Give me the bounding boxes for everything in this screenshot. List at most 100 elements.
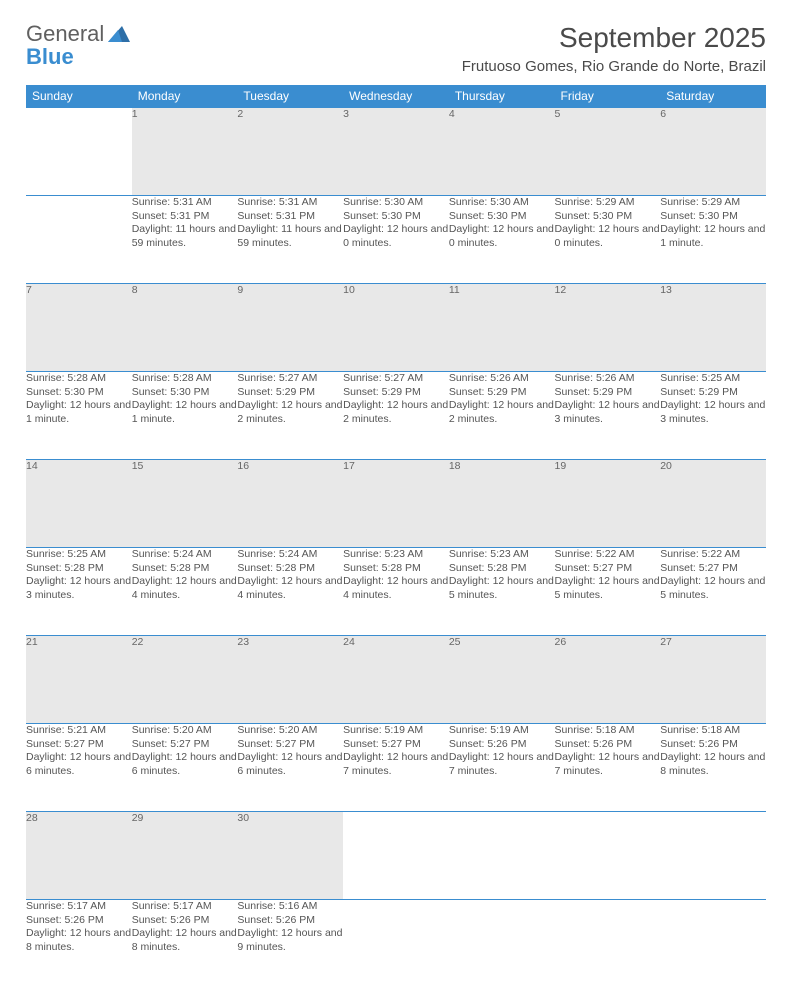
sunset-text: Sunset: 5:30 PM [343,210,449,224]
sunrise-text: Sunrise: 5:28 AM [132,372,238,386]
sunset-text: Sunset: 5:30 PM [555,210,661,224]
day-content-cell: Sunrise: 5:31 AMSunset: 5:31 PMDaylight:… [237,196,343,284]
header: General Blue September 2025 Frutuoso Gom… [26,22,766,75]
daylight-text: Daylight: 12 hours and 6 minutes. [132,751,238,778]
sunset-text: Sunset: 5:28 PM [237,562,343,576]
day-content-cell: Sunrise: 5:17 AMSunset: 5:26 PMDaylight:… [26,900,132,988]
day-number-cell: 6 [660,108,766,196]
calendar-body: 123456 Sunrise: 5:31 AMSunset: 5:31 PMDa… [26,108,766,988]
sunrise-text: Sunrise: 5:19 AM [343,724,449,738]
day-content-cell: Sunrise: 5:18 AMSunset: 5:26 PMDaylight:… [660,724,766,812]
day-number-cell: 15 [132,460,238,548]
sunset-text: Sunset: 5:26 PM [660,738,766,752]
daylight-text: Daylight: 12 hours and 1 minute. [660,223,766,250]
day-content-cell: Sunrise: 5:22 AMSunset: 5:27 PMDaylight:… [555,548,661,636]
day-content-cell: Sunrise: 5:27 AMSunset: 5:29 PMDaylight:… [343,372,449,460]
sunset-text: Sunset: 5:27 PM [237,738,343,752]
sunset-text: Sunset: 5:30 PM [449,210,555,224]
sunset-text: Sunset: 5:26 PM [26,914,132,928]
day-number-cell: 20 [660,460,766,548]
sunrise-text: Sunrise: 5:29 AM [555,196,661,210]
day-number-cell: 16 [237,460,343,548]
sunrise-text: Sunrise: 5:20 AM [237,724,343,738]
day-number-cell: 5 [555,108,661,196]
sunset-text: Sunset: 5:31 PM [237,210,343,224]
daylight-text: Daylight: 12 hours and 3 minutes. [555,399,661,426]
day-number-cell: 18 [449,460,555,548]
day-number-cell: 3 [343,108,449,196]
sunrise-text: Sunrise: 5:31 AM [237,196,343,210]
day-content-cell: Sunrise: 5:26 AMSunset: 5:29 PMDaylight:… [449,372,555,460]
sunrise-text: Sunrise: 5:29 AM [660,196,766,210]
day-content-cell: Sunrise: 5:25 AMSunset: 5:28 PMDaylight:… [26,548,132,636]
day-content-cell: Sunrise: 5:19 AMSunset: 5:26 PMDaylight:… [449,724,555,812]
day-content-cell: Sunrise: 5:29 AMSunset: 5:30 PMDaylight:… [555,196,661,284]
sunrise-text: Sunrise: 5:20 AM [132,724,238,738]
day-number-cell: 30 [237,812,343,900]
daylight-text: Daylight: 12 hours and 8 minutes. [132,927,238,954]
sunrise-text: Sunrise: 5:22 AM [660,548,766,562]
sunrise-text: Sunrise: 5:19 AM [449,724,555,738]
sunset-text: Sunset: 5:27 PM [555,562,661,576]
day-content-cell: Sunrise: 5:23 AMSunset: 5:28 PMDaylight:… [343,548,449,636]
day-content-cell: Sunrise: 5:20 AMSunset: 5:27 PMDaylight:… [237,724,343,812]
day-number-cell [343,812,449,900]
day-content-cell: Sunrise: 5:17 AMSunset: 5:26 PMDaylight:… [132,900,238,988]
sunset-text: Sunset: 5:28 PM [449,562,555,576]
day-number-cell: 17 [343,460,449,548]
sunrise-text: Sunrise: 5:24 AM [237,548,343,562]
day-content-cell: Sunrise: 5:24 AMSunset: 5:28 PMDaylight:… [237,548,343,636]
calendar-table: Sunday Monday Tuesday Wednesday Thursday… [26,85,766,988]
day-number-cell: 4 [449,108,555,196]
daylight-text: Daylight: 12 hours and 7 minutes. [343,751,449,778]
sunset-text: Sunset: 5:30 PM [132,386,238,400]
sunrise-text: Sunrise: 5:30 AM [343,196,449,210]
sunrise-text: Sunrise: 5:24 AM [132,548,238,562]
daylight-text: Daylight: 12 hours and 3 minutes. [26,575,132,602]
week-number-row: 123456 [26,108,766,196]
sunset-text: Sunset: 5:26 PM [132,914,238,928]
sunset-text: Sunset: 5:31 PM [132,210,238,224]
daylight-text: Daylight: 12 hours and 4 minutes. [343,575,449,602]
day-content-cell: Sunrise: 5:30 AMSunset: 5:30 PMDaylight:… [343,196,449,284]
day-header: Tuesday [237,85,343,108]
sunrise-text: Sunrise: 5:27 AM [237,372,343,386]
sunset-text: Sunset: 5:28 PM [26,562,132,576]
day-number-cell: 2 [237,108,343,196]
daylight-text: Daylight: 12 hours and 7 minutes. [555,751,661,778]
sunrise-text: Sunrise: 5:16 AM [237,900,343,914]
sunrise-text: Sunrise: 5:21 AM [26,724,132,738]
sunset-text: Sunset: 5:29 PM [449,386,555,400]
day-number-cell: 7 [26,284,132,372]
sunset-text: Sunset: 5:27 PM [343,738,449,752]
day-number-cell [660,812,766,900]
sunset-text: Sunset: 5:29 PM [660,386,766,400]
day-content-cell: Sunrise: 5:28 AMSunset: 5:30 PMDaylight:… [26,372,132,460]
day-number-cell: 29 [132,812,238,900]
daylight-text: Daylight: 12 hours and 0 minutes. [555,223,661,250]
month-title: September 2025 [462,22,766,54]
day-number-cell: 14 [26,460,132,548]
sunrise-text: Sunrise: 5:25 AM [660,372,766,386]
day-content-cell: Sunrise: 5:16 AMSunset: 5:26 PMDaylight:… [237,900,343,988]
daylight-text: Daylight: 11 hours and 59 minutes. [132,223,238,250]
day-header: Friday [555,85,661,108]
daylight-text: Daylight: 12 hours and 3 minutes. [660,399,766,426]
day-content-cell: Sunrise: 5:23 AMSunset: 5:28 PMDaylight:… [449,548,555,636]
day-content-cell: Sunrise: 5:26 AMSunset: 5:29 PMDaylight:… [555,372,661,460]
day-content-cell [555,900,661,988]
day-header: Wednesday [343,85,449,108]
sunrise-text: Sunrise: 5:25 AM [26,548,132,562]
day-number-cell: 12 [555,284,661,372]
title-block: September 2025 Frutuoso Gomes, Rio Grand… [462,22,766,75]
daylight-text: Daylight: 12 hours and 1 minute. [132,399,238,426]
day-number-cell: 22 [132,636,238,724]
daylight-text: Daylight: 12 hours and 8 minutes. [26,927,132,954]
day-number-cell: 27 [660,636,766,724]
day-number-cell: 24 [343,636,449,724]
sunset-text: Sunset: 5:27 PM [660,562,766,576]
sunrise-text: Sunrise: 5:31 AM [132,196,238,210]
day-content-cell: Sunrise: 5:31 AMSunset: 5:31 PMDaylight:… [132,196,238,284]
daylight-text: Daylight: 12 hours and 5 minutes. [449,575,555,602]
daylight-text: Daylight: 12 hours and 6 minutes. [237,751,343,778]
